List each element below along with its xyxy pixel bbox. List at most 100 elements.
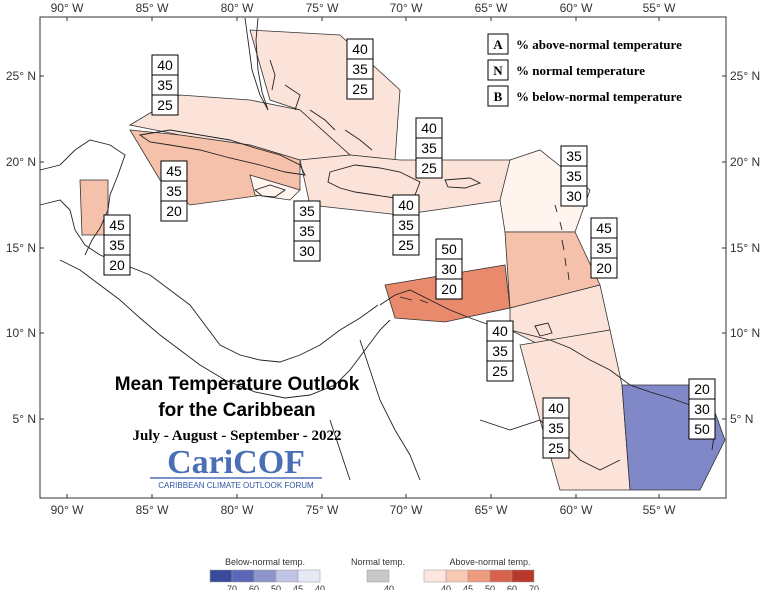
lon-tick-label: 90° W bbox=[51, 503, 84, 517]
lat-tick-label: 10° N bbox=[6, 326, 36, 340]
prob-normal: 35 bbox=[157, 77, 173, 93]
above-swatch bbox=[467, 569, 491, 583]
lon-tick-label: 75° W bbox=[306, 503, 339, 517]
prob-above: 45 bbox=[166, 163, 182, 179]
lon-tick-label: 80° W bbox=[221, 1, 254, 15]
below-swatch bbox=[209, 569, 233, 583]
prob-below: 20 bbox=[441, 281, 457, 297]
below-swatch bbox=[231, 569, 255, 583]
lon-tick-label: 85° W bbox=[136, 1, 169, 15]
lat-tick-label: 5° N bbox=[730, 412, 753, 426]
legend: A % above-normal temperature N % normal tem… bbox=[480, 30, 720, 118]
title-line-2: for the Caribbean bbox=[158, 400, 315, 421]
colorbar: Below-normal temp. Normal temp. Above-no… bbox=[209, 557, 539, 590]
prob-box-west-cuba[interactable]: 40 35 25 bbox=[151, 54, 179, 116]
title-line-1: Mean Temperature Outlook bbox=[115, 374, 360, 395]
legend-key-box bbox=[487, 33, 509, 55]
colorbar-above-title: Above-normal temp. bbox=[449, 557, 530, 567]
prob-box-hispaniola-south[interactable]: 40 35 25 bbox=[392, 194, 420, 256]
probability-boxes: 40 35 25 40 35 25 45 35 20 45 35 20 35 35 30 40 35 25 40 35… bbox=[103, 38, 716, 459]
region-cayman[interactable] bbox=[249, 174, 301, 201]
prob-below: 25 bbox=[157, 97, 173, 113]
prob-box-abc-islands[interactable]: 50 30 20 bbox=[435, 238, 463, 300]
prob-above: 40 bbox=[398, 197, 414, 213]
lat-tick-label: 5° N bbox=[13, 412, 36, 426]
lat-tick-label: 20° N bbox=[730, 155, 760, 169]
prob-normal: 30 bbox=[694, 401, 710, 417]
prob-box-trinidad[interactable]: 40 35 25 bbox=[486, 320, 514, 382]
normal-label: 40 bbox=[384, 584, 394, 590]
above-label: 70 bbox=[529, 584, 539, 590]
lon-tick-label: 80° W bbox=[221, 503, 254, 517]
above-label: 50 bbox=[485, 584, 495, 590]
prob-normal: 35 bbox=[566, 168, 582, 184]
prob-above: 20 bbox=[694, 381, 710, 397]
prob-box-east-cuba-jamaica[interactable]: 45 35 20 bbox=[160, 160, 188, 222]
lat-tick-label: 25° N bbox=[730, 69, 760, 83]
prob-above: 35 bbox=[566, 148, 582, 164]
lon-tick-label: 90° W bbox=[51, 1, 84, 15]
prob-below: 30 bbox=[566, 188, 582, 204]
prob-box-hispaniola-pr[interactable]: 40 35 25 bbox=[415, 117, 443, 179]
lat-tick-label: 25° N bbox=[6, 69, 36, 83]
prob-box-northern-leewards[interactable]: 35 35 30 bbox=[560, 145, 588, 207]
above-label: 60 bbox=[507, 584, 517, 590]
prob-cell bbox=[486, 360, 514, 382]
prob-normal: 35 bbox=[109, 237, 125, 253]
lon-tick-label: 65° W bbox=[475, 1, 508, 15]
prob-normal: 35 bbox=[352, 61, 368, 77]
prob-box-belize[interactable]: 45 35 20 bbox=[103, 214, 131, 276]
prob-cell bbox=[346, 78, 374, 100]
lon-tick-label: 65° W bbox=[475, 503, 508, 517]
colorbar-below-title: Below-normal temp. bbox=[225, 557, 305, 567]
prob-normal: 30 bbox=[441, 261, 457, 277]
prob-below: 25 bbox=[352, 81, 368, 97]
below-label: 45 bbox=[293, 584, 303, 590]
prob-box-cayman[interactable]: 35 35 30 bbox=[293, 200, 321, 262]
prob-box-bahamas[interactable]: 40 35 25 bbox=[346, 38, 374, 100]
prob-cell bbox=[542, 437, 570, 459]
prob-below: 25 bbox=[548, 440, 564, 456]
prob-above: 40 bbox=[492, 323, 508, 339]
prob-cell bbox=[103, 254, 131, 276]
above-swatch bbox=[489, 569, 513, 583]
legend-key-box bbox=[487, 59, 509, 81]
prob-above: 45 bbox=[109, 217, 125, 233]
below-label: 50 bbox=[271, 584, 281, 590]
caricof-logo: CariCOF CARIBBEAN CLIMATE OUTLOOK FORUM bbox=[150, 444, 322, 490]
prob-below: 30 bbox=[299, 243, 315, 259]
prob-below: 25 bbox=[398, 237, 414, 253]
latitude-ticks-right: 25° N 20° N 15° N 10° N 5° N bbox=[722, 69, 760, 426]
above-swatch bbox=[445, 569, 469, 583]
prob-box-guyana[interactable]: 40 35 25 bbox=[542, 397, 570, 459]
prob-cell bbox=[415, 157, 443, 179]
legend-label: % above-normal temperature bbox=[516, 37, 682, 52]
prob-normal: 35 bbox=[492, 343, 508, 359]
prob-above: 40 bbox=[548, 400, 564, 416]
subtitle: July - August - September - 2022 bbox=[133, 428, 342, 444]
lat-tick-label: 15° N bbox=[730, 241, 760, 255]
prob-above: 40 bbox=[421, 120, 437, 136]
logo-text: CariCOF bbox=[167, 444, 305, 481]
prob-box-eastern-caribbean[interactable]: 45 35 20 bbox=[590, 217, 618, 279]
prob-below: 25 bbox=[421, 160, 437, 176]
lon-tick-label: 85° W bbox=[136, 503, 169, 517]
above-label: 45 bbox=[463, 584, 473, 590]
prob-above: 50 bbox=[441, 241, 457, 257]
prob-normal: 35 bbox=[596, 240, 612, 256]
prob-below: 20 bbox=[596, 260, 612, 276]
prob-below: 25 bbox=[492, 363, 508, 379]
above-swatch bbox=[423, 569, 447, 583]
legend-background bbox=[480, 30, 720, 118]
prob-normal: 35 bbox=[548, 420, 564, 436]
prob-above: 35 bbox=[299, 203, 315, 219]
above-swatch bbox=[511, 569, 535, 583]
normal-swatch bbox=[366, 569, 390, 583]
legend-key: N bbox=[493, 63, 503, 78]
lon-tick-label: 75° W bbox=[306, 1, 339, 15]
prob-box-suriname-guiana[interactable]: 20 30 50 bbox=[688, 378, 716, 440]
prob-above: 40 bbox=[352, 41, 368, 57]
legend-label: % below-normal temperature bbox=[516, 89, 682, 104]
lon-tick-label: 70° W bbox=[390, 1, 423, 15]
prob-below: 20 bbox=[109, 257, 125, 273]
